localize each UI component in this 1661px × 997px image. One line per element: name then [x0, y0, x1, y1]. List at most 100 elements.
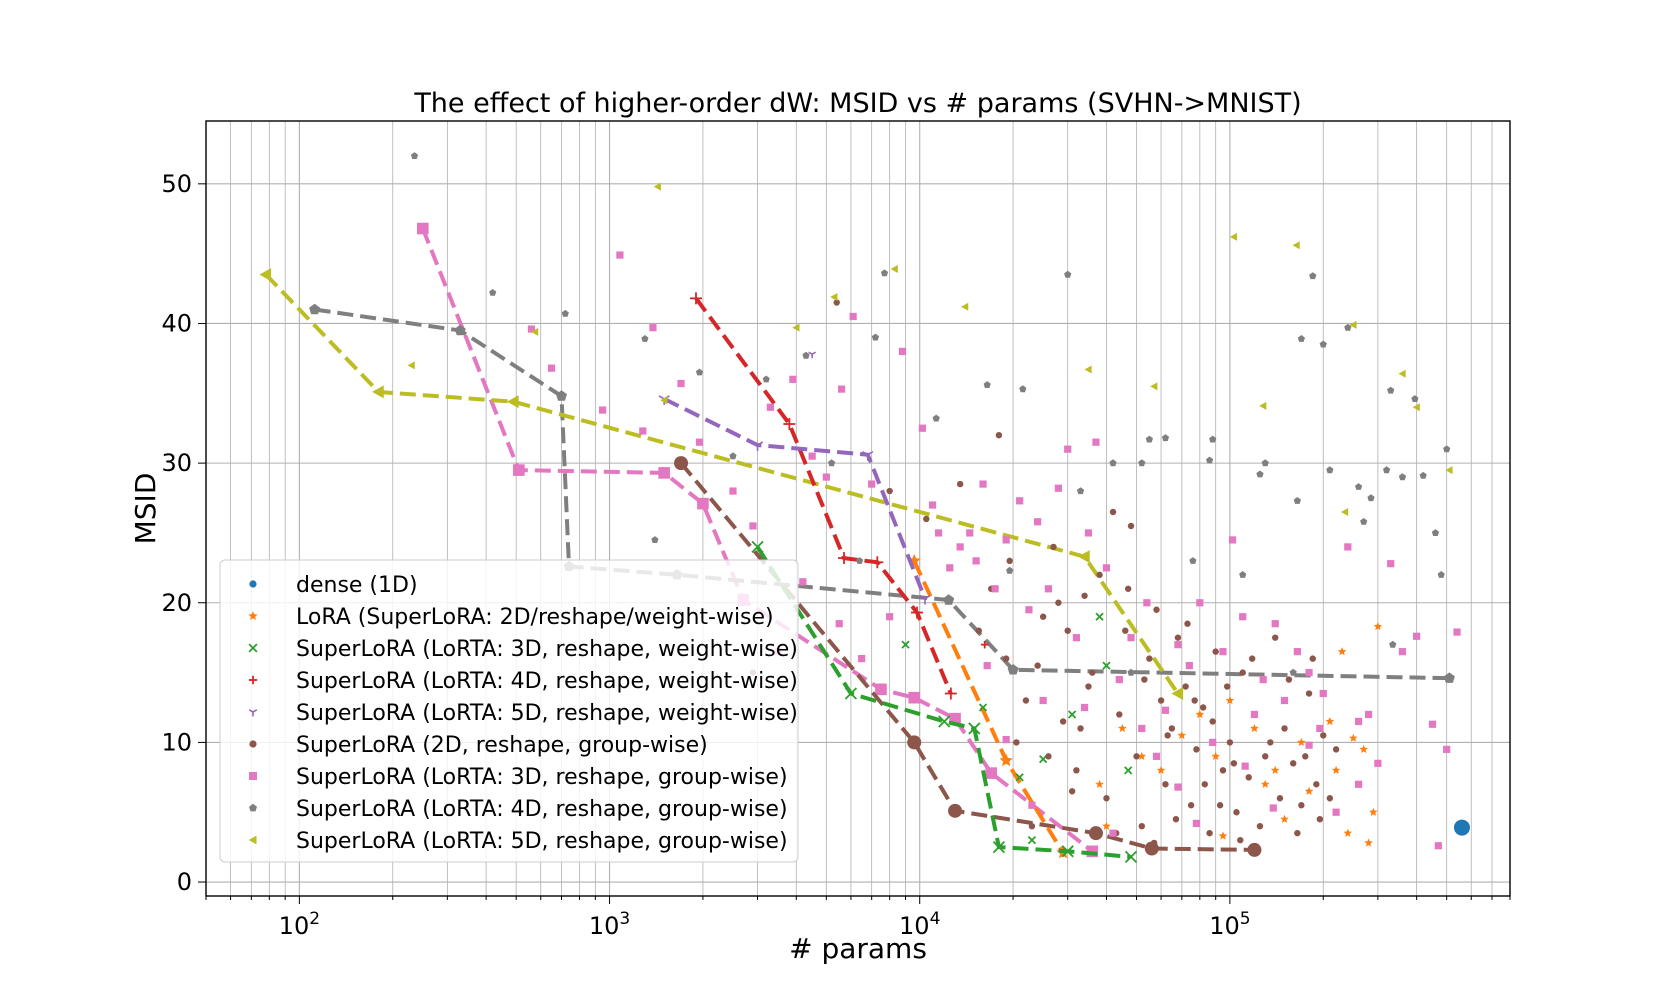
data-point — [1297, 737, 1306, 746]
data-point — [856, 557, 864, 564]
data-point — [978, 703, 988, 712]
data-point — [1189, 557, 1197, 564]
data-point — [1209, 718, 1216, 725]
data-point — [1152, 752, 1161, 760]
data-point — [1193, 746, 1200, 753]
legend-marker — [248, 675, 258, 685]
series-points-6 — [527, 251, 1461, 850]
data-point — [651, 536, 659, 543]
data-point — [1184, 620, 1191, 627]
frontier-points-3 — [690, 292, 957, 700]
chart-title: The effect of higher-order dW: MSID vs #… — [413, 88, 1301, 119]
x-tick-label: 102 — [279, 909, 320, 940]
data-point — [1219, 648, 1227, 656]
data-point — [858, 655, 866, 663]
data-point — [1428, 720, 1437, 728]
frontier-point — [910, 606, 923, 619]
data-point — [1141, 676, 1148, 683]
data-point — [1084, 365, 1092, 374]
data-point — [1034, 518, 1042, 526]
data-point — [1080, 703, 1089, 712]
data-point — [1209, 435, 1217, 443]
frontier-point — [556, 390, 567, 401]
data-point — [1077, 725, 1084, 732]
data-point — [1150, 382, 1158, 391]
frontier-point — [697, 497, 709, 510]
frontier-point — [417, 222, 429, 235]
data-point — [833, 299, 840, 306]
data-point — [1206, 829, 1213, 837]
data-point — [880, 269, 889, 277]
data-point — [1411, 395, 1419, 402]
data-point — [407, 361, 415, 370]
frontier-line-8 — [264, 273, 1180, 695]
data-point — [1168, 725, 1176, 732]
frontier-point — [1443, 672, 1455, 683]
data-point — [1039, 696, 1047, 705]
y-tick-label: 20 — [161, 589, 192, 617]
data-point — [966, 529, 974, 537]
data-point — [1127, 668, 1135, 676]
data-point — [1364, 710, 1373, 719]
data-point — [1073, 767, 1080, 774]
data-point — [975, 627, 982, 634]
data-point — [1337, 647, 1347, 656]
data-point — [1280, 814, 1289, 823]
data-point — [1241, 762, 1249, 770]
frontier-point — [751, 540, 764, 554]
data-point — [1028, 801, 1036, 809]
frontier-point — [1124, 850, 1138, 864]
data-point — [762, 375, 770, 383]
data-point — [1195, 710, 1205, 719]
frontier-point — [862, 451, 874, 461]
data-point — [1344, 543, 1352, 551]
data-point — [828, 459, 836, 467]
series-points-3 — [980, 640, 989, 649]
data-point — [1443, 745, 1451, 753]
data-point — [1174, 634, 1182, 641]
data-point — [1028, 822, 1036, 830]
data-point — [1122, 627, 1129, 634]
frontier-line-6 — [420, 227, 1094, 853]
data-point — [1309, 655, 1316, 662]
frontier-point — [871, 556, 884, 569]
data-point — [1127, 522, 1135, 530]
data-point — [1034, 662, 1041, 669]
data-point — [979, 480, 987, 488]
data-point — [1124, 585, 1132, 592]
data-point — [1239, 571, 1247, 578]
data-point — [1174, 783, 1182, 791]
data-point — [1156, 765, 1166, 774]
data-point — [1157, 697, 1165, 704]
data-point — [928, 501, 937, 509]
data-point — [835, 620, 843, 628]
data-point — [1248, 655, 1256, 662]
data-point — [1454, 820, 1469, 835]
data-point — [1293, 497, 1301, 504]
data-point — [1276, 795, 1284, 802]
data-point — [1162, 781, 1169, 788]
data-point — [1364, 838, 1373, 847]
x-tick-label: 104 — [899, 909, 940, 940]
plot-frame — [205, 120, 1511, 897]
y-tick-label: 50 — [161, 170, 192, 198]
frontier-points-5 — [674, 456, 1262, 857]
data-point — [1298, 802, 1305, 809]
data-point — [1199, 704, 1207, 711]
frontier-point — [1007, 664, 1019, 675]
data-point — [1259, 675, 1267, 684]
data-point — [991, 585, 999, 593]
data-point — [1355, 483, 1363, 490]
data-point — [808, 452, 816, 460]
data-point — [956, 543, 964, 551]
data-point — [1223, 683, 1231, 690]
frontier-point — [837, 552, 850, 565]
data-point — [1331, 765, 1341, 774]
data-point — [932, 414, 940, 422]
frontier-point — [751, 441, 764, 451]
data-point — [677, 379, 685, 388]
data-point — [1326, 466, 1334, 474]
data-point — [1289, 760, 1297, 767]
data-point — [1115, 675, 1123, 684]
data-point — [1319, 340, 1327, 348]
